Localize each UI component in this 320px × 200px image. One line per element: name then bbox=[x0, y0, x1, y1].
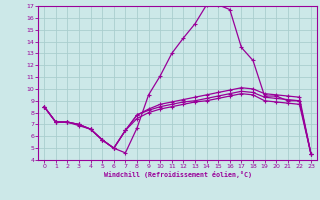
X-axis label: Windchill (Refroidissement éolien,°C): Windchill (Refroidissement éolien,°C) bbox=[104, 171, 252, 178]
